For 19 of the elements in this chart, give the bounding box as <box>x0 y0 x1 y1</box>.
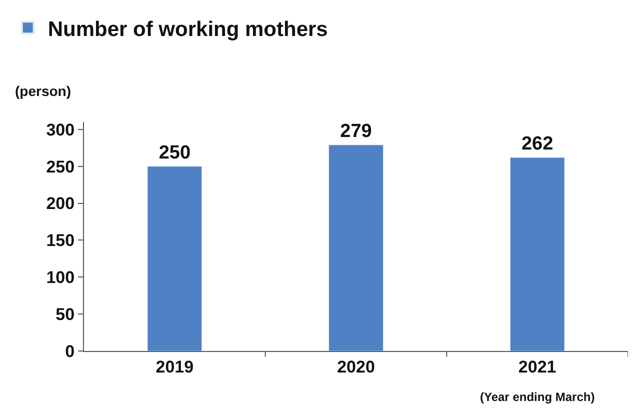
x-tick-label: 2019 <box>156 357 194 376</box>
data-label: 262 <box>521 133 554 154</box>
y-axis-title: (person) <box>15 83 71 99</box>
x-tick-label: 2021 <box>518 357 556 376</box>
y-tick-label: 0 <box>65 342 75 361</box>
y-tick-label: 200 <box>46 194 75 214</box>
y-tick-label: 100 <box>46 268 75 288</box>
y-tick-label: 150 <box>46 231 75 250</box>
text: (Year ending March) <box>480 390 595 404</box>
data-label: 250 <box>158 142 191 164</box>
y-tick-label: 50 <box>56 305 75 324</box>
legend-label: Number of working mothers <box>48 18 328 41</box>
bar <box>328 144 384 351</box>
x-tick-label: 2020 <box>337 357 375 376</box>
y-tick-label: 300 <box>46 120 75 140</box>
bar <box>510 157 565 351</box>
y-tick-label: 250 <box>46 157 75 176</box>
data-label: 279 <box>340 120 372 142</box>
bar <box>147 166 202 351</box>
